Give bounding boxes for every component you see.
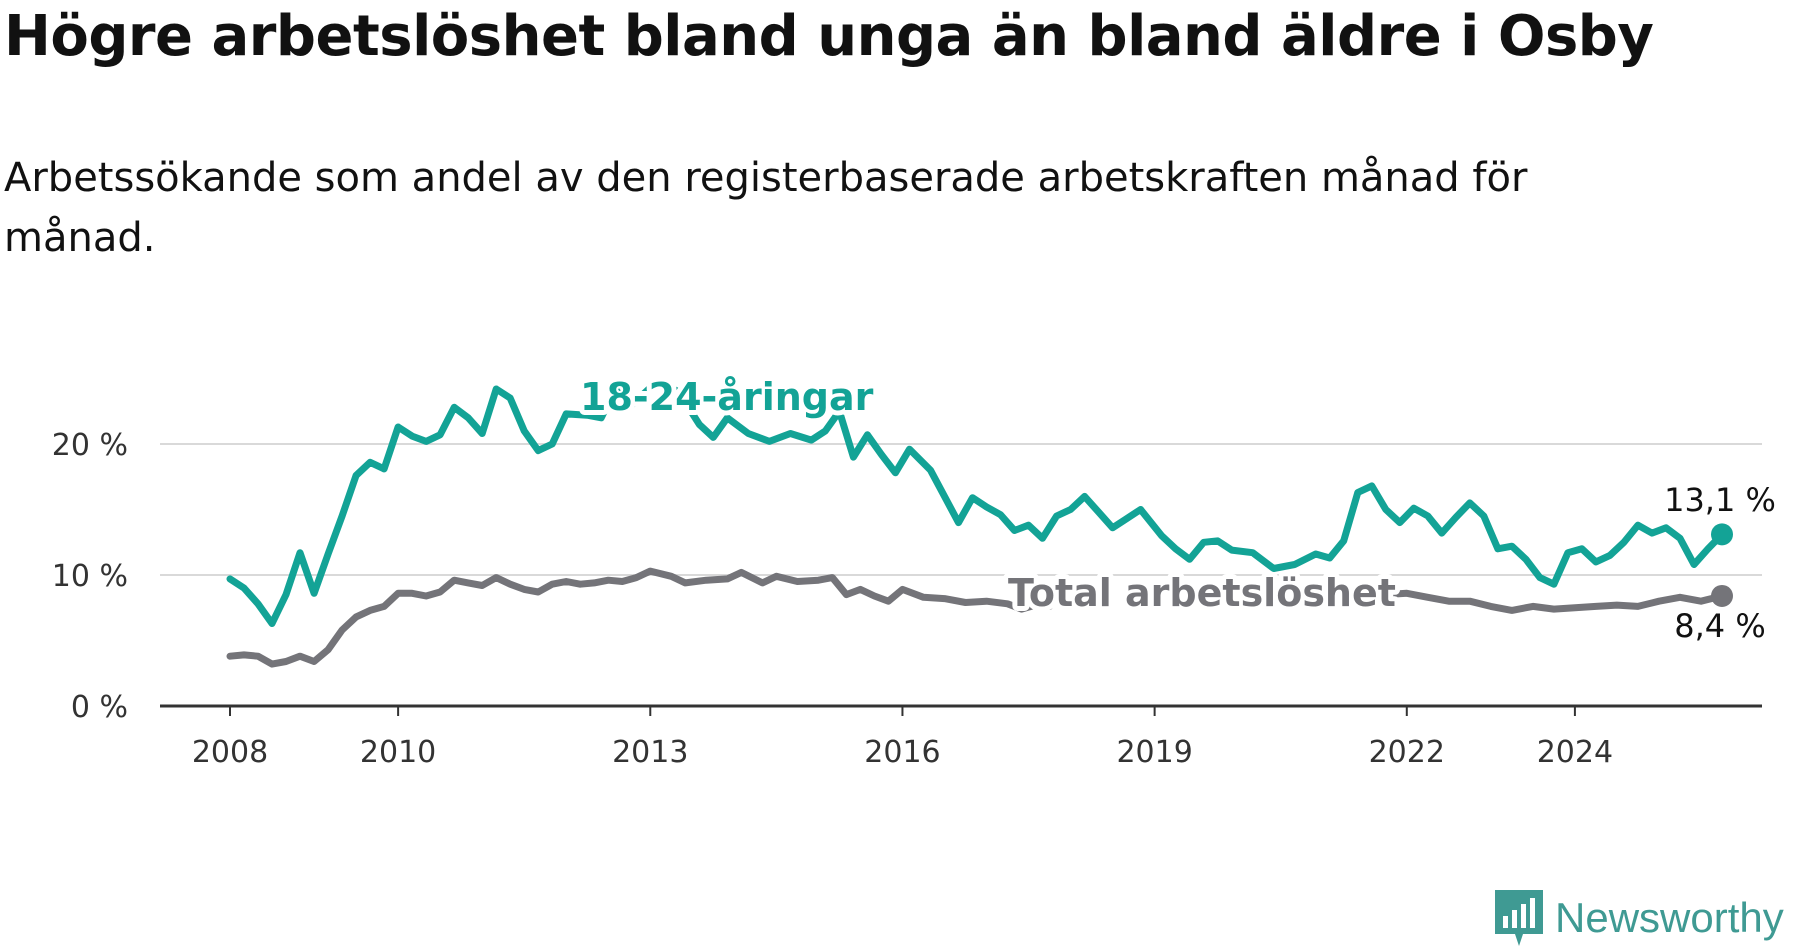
y-tick-label: 20 % bbox=[52, 428, 128, 463]
x-tick-label: 2022 bbox=[1369, 735, 1445, 770]
young-end-marker bbox=[1711, 523, 1733, 546]
young-18-24-line bbox=[226, 377, 1726, 627]
series-labels: 13,1 % 8,4 % 18-24-åringar Total arbetslösh… bbox=[575, 370, 1776, 645]
bar-chart-icon bbox=[1495, 890, 1543, 946]
y-tick-label: 10 % bbox=[52, 559, 128, 594]
total-end-value-label: 8,4 % bbox=[1674, 607, 1765, 645]
total-arbetsloshet-line-end bbox=[1382, 589, 1726, 614]
newsworthy-logo: Newsworthy bbox=[1493, 888, 1784, 948]
x-tick-label: 2019 bbox=[1116, 735, 1192, 770]
chart-title: Högre arbetslöshet bland unga än bland ä… bbox=[4, 4, 1654, 69]
y-tick-label: 0 % bbox=[71, 690, 128, 725]
chart-subtitle: Arbetssökande som andel av den registerb… bbox=[4, 155, 1528, 261]
total-end-marker bbox=[1711, 584, 1733, 607]
series-lines bbox=[226, 377, 1733, 668]
brand-name: Newsworthy bbox=[1555, 894, 1784, 941]
x-tick-label: 2008 bbox=[192, 735, 268, 770]
x-tick-label: 2010 bbox=[360, 735, 436, 770]
x-tick-label: 2024 bbox=[1537, 735, 1613, 770]
young-end-value-label: 13,1 % bbox=[1664, 481, 1776, 519]
series-label-18-24: 18-24-åringar bbox=[580, 375, 874, 419]
x-tick-label: 2016 bbox=[864, 735, 940, 770]
x-tick-label: 2013 bbox=[612, 735, 688, 770]
series-label-total: Total arbetslöshet bbox=[1008, 571, 1396, 615]
total-arbetsloshet-line bbox=[226, 567, 1053, 668]
axes: 0 % 10 % 20 % 2008 2010 2013 2016 2019 2022 2024 bbox=[52, 428, 1762, 770]
